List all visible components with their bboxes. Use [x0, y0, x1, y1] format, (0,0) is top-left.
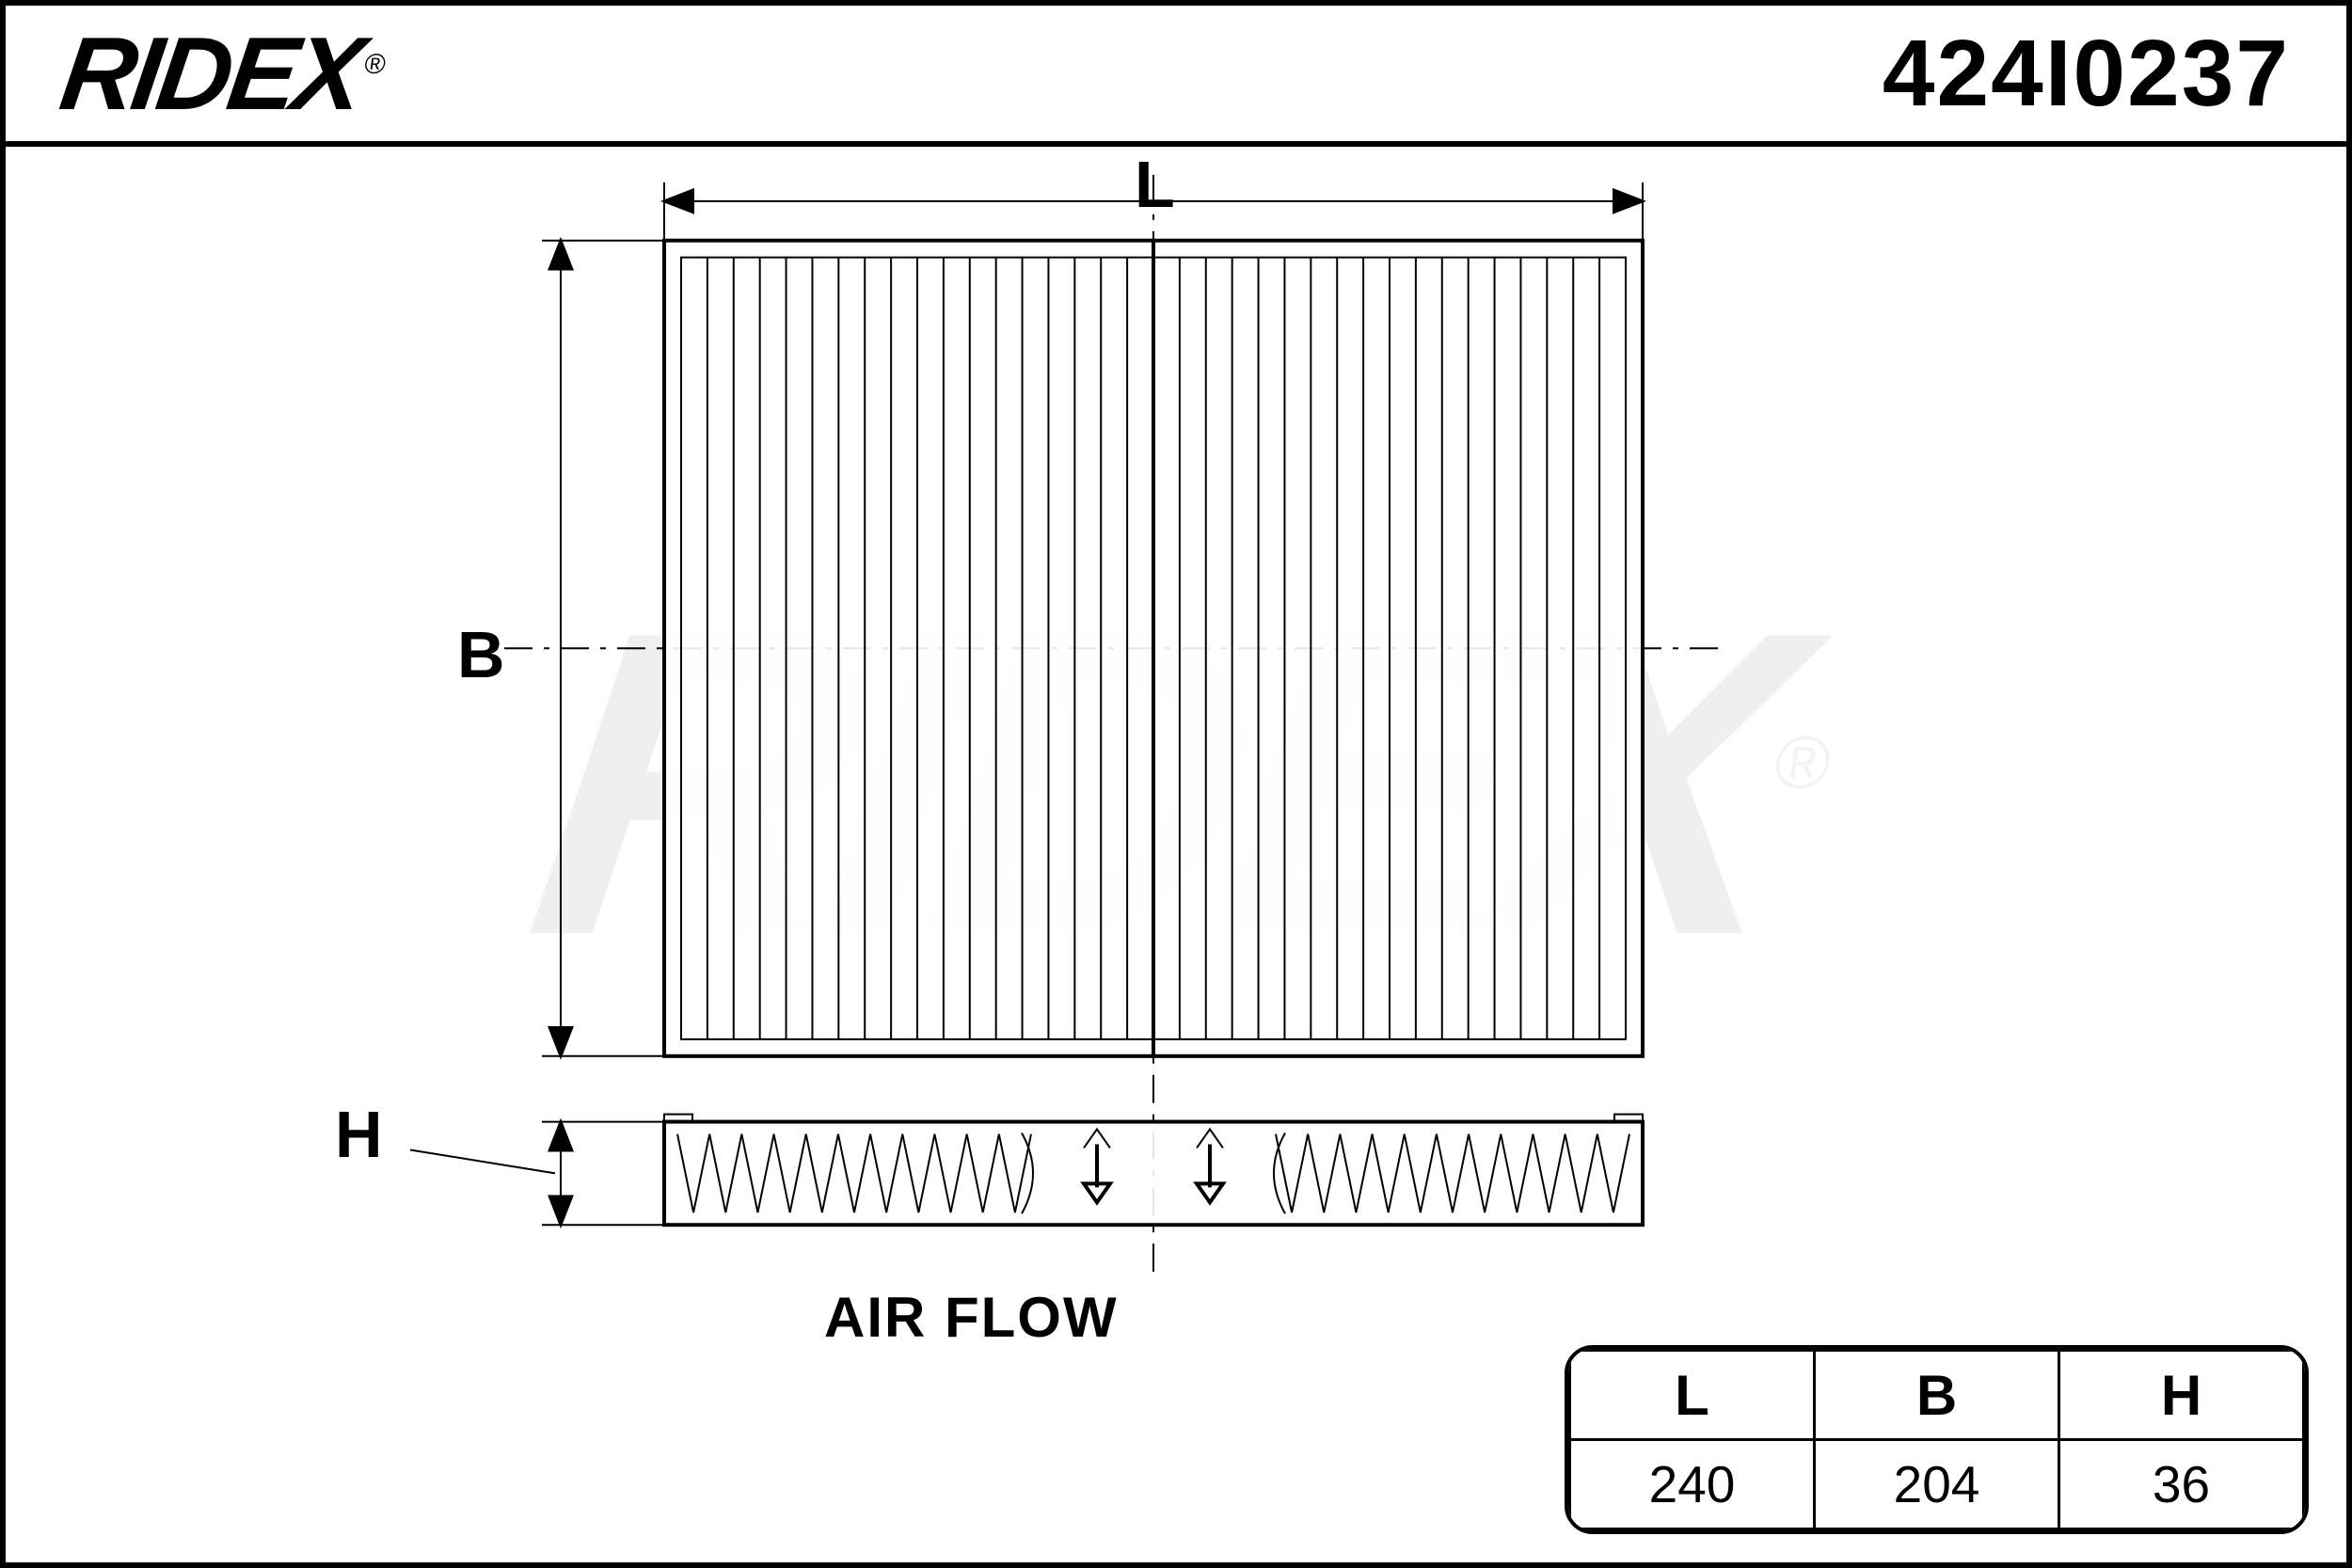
header-bar: RIDEX® 424I0237	[6, 6, 2346, 147]
dim-label-H: H	[335, 1097, 383, 1172]
table-header-row: L B H	[1570, 1351, 2304, 1440]
page-frame: RIDEX® 424I0237 RIDEX® L B H AIR FLOW	[0, 0, 2352, 1568]
table-value-row: 240 204 36	[1570, 1440, 2304, 1529]
part-number: 424I0237	[1883, 20, 2290, 128]
drawing-area: L B H AIR FLOW L B H 240 204 36	[6, 156, 2346, 1562]
col-header-H: H	[2059, 1351, 2304, 1440]
value-L: 240	[1570, 1440, 1815, 1529]
value-B: 204	[1815, 1440, 2059, 1529]
dim-label-B: B	[457, 617, 505, 692]
dim-label-L: L	[1135, 147, 1175, 222]
col-header-L: L	[1570, 1351, 1815, 1440]
dimensions-table: L B H 240 204 36	[1565, 1345, 2309, 1534]
value-H: 36	[2059, 1440, 2304, 1529]
brand-text: RIDEX	[54, 16, 367, 132]
registered-icon: ®	[362, 49, 384, 80]
air-flow-label: AIR FLOW	[824, 1285, 1119, 1350]
col-header-B: B	[1815, 1351, 2059, 1440]
brand-logo: RIDEX®	[54, 14, 389, 134]
